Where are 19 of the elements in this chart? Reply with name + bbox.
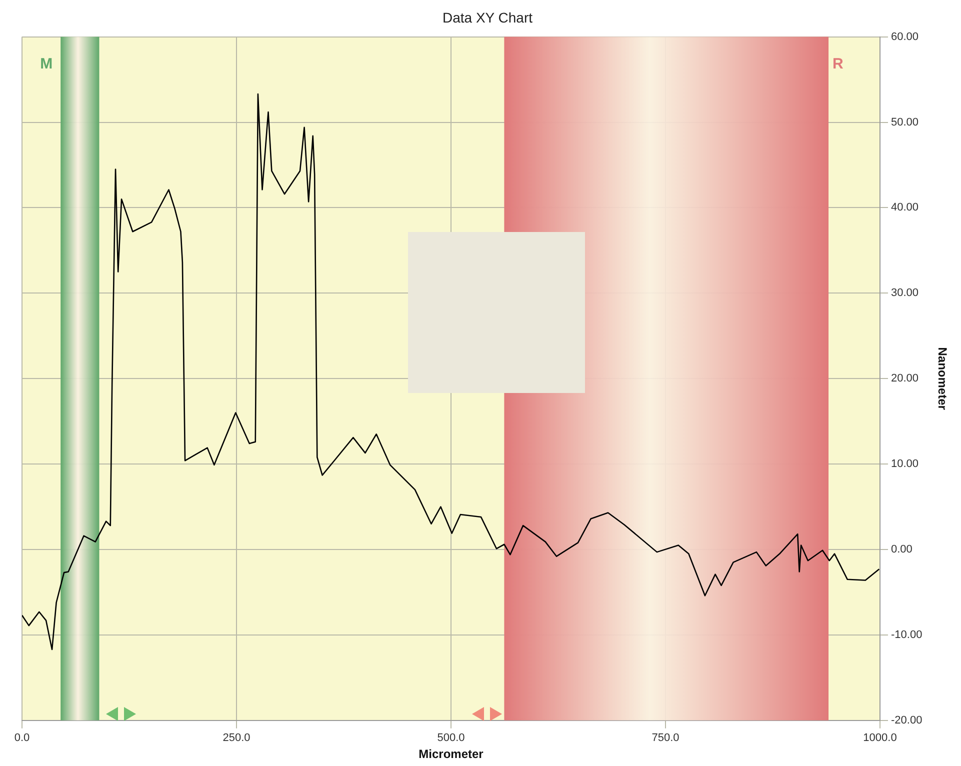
y-tick-label: 0.00	[891, 544, 912, 556]
band-label: R	[832, 55, 844, 72]
x-tick-label: 500.0	[437, 732, 465, 744]
chart-title: Data XY Chart	[442, 9, 533, 26]
y-tick-label: 60.00	[891, 30, 919, 43]
x-tick-label: 750.0	[652, 732, 680, 744]
x-tick-label: 0.0	[14, 732, 30, 744]
y-tick-label: -10.00	[891, 628, 922, 641]
y-tick-label: 50.00	[891, 116, 919, 128]
x-tick-label: 1000.0	[863, 732, 897, 744]
band-label: M	[40, 55, 53, 72]
y-tick-label: 40.00	[891, 202, 919, 214]
y-tick-label: 20.00	[891, 372, 919, 385]
y-tick-label: -20.00	[891, 714, 922, 726]
y-tick-label: 30.00	[891, 287, 919, 300]
x-tick-label: 250.0	[222, 732, 250, 744]
y-tick-label: 10.00	[891, 458, 919, 470]
y-axis-title: Nanometer	[935, 347, 950, 410]
x-axis-title: Micrometer	[418, 747, 484, 762]
